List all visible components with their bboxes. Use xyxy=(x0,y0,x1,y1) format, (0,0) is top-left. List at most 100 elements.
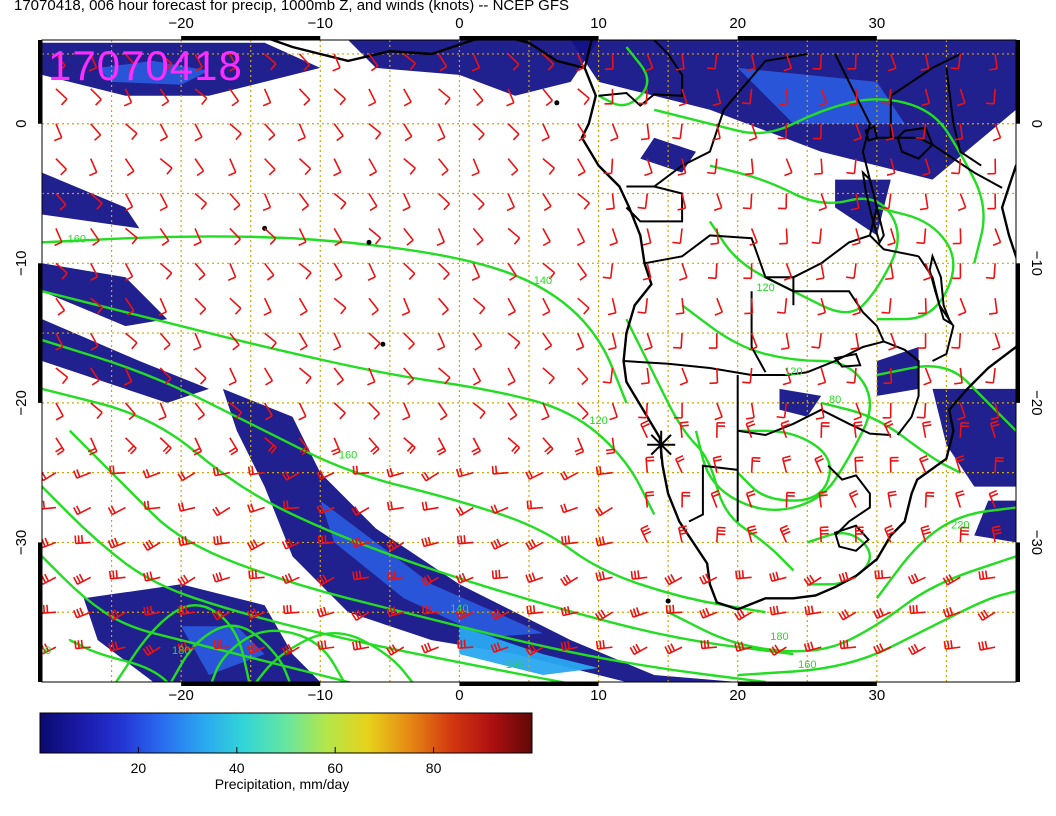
wind-barb xyxy=(595,640,613,650)
wind-barb xyxy=(576,53,585,72)
wind-barb xyxy=(713,193,723,212)
frame-bar xyxy=(38,542,42,682)
wind-barb xyxy=(109,465,126,475)
wind-barb xyxy=(143,605,161,616)
wind-barb xyxy=(958,297,967,316)
wind-barb xyxy=(143,500,161,510)
wind-barb xyxy=(246,608,265,620)
wind-barb xyxy=(838,609,857,621)
wind-barb xyxy=(262,193,272,212)
lon-tick-label-bottom: 0 xyxy=(455,687,463,704)
wind-barb xyxy=(888,332,897,351)
wind-barb xyxy=(159,88,170,107)
wind-barb xyxy=(229,332,240,351)
wind-barb xyxy=(264,53,277,71)
wind-barb xyxy=(850,332,860,350)
wind-barb xyxy=(637,298,649,314)
wind-barb xyxy=(743,263,753,280)
lat-tick-label-right: −10 xyxy=(1028,251,1045,276)
wind-barb xyxy=(87,437,98,456)
wind-barb xyxy=(923,263,932,281)
wind-barb xyxy=(247,503,265,514)
wind-barb xyxy=(679,367,689,386)
wind-barb xyxy=(745,489,756,508)
colorbar-tick-label: 40 xyxy=(229,760,245,776)
wind-barb xyxy=(55,262,68,280)
wind-barb xyxy=(712,88,722,107)
wind-barb xyxy=(853,421,863,438)
wind-barb xyxy=(437,158,449,176)
wind-barb xyxy=(560,574,579,587)
wind-barb xyxy=(957,402,966,421)
wind-barb xyxy=(213,535,230,546)
wind-barb xyxy=(368,193,378,212)
frame-bar xyxy=(1016,542,1020,682)
wind-barb xyxy=(525,572,544,584)
wind-barb xyxy=(507,332,521,350)
wind-barb xyxy=(873,607,892,619)
wind-barb xyxy=(749,228,758,247)
wind-barb xyxy=(638,402,649,419)
wind-barb xyxy=(194,158,205,177)
wind-barb xyxy=(675,53,685,71)
wind-barb xyxy=(55,332,64,351)
wind-barb xyxy=(942,606,961,618)
wind-barb xyxy=(437,402,448,421)
wind-barb xyxy=(507,123,520,141)
wind-barb xyxy=(606,193,615,211)
wind-barb xyxy=(642,228,652,246)
colorbar-label: Precipitation, mm/day xyxy=(215,776,350,792)
wind-barb xyxy=(700,639,717,650)
island xyxy=(380,341,386,347)
wind-barb xyxy=(748,123,758,142)
wind-barb xyxy=(742,367,753,384)
wind-barb xyxy=(883,420,894,439)
wind-barb xyxy=(333,158,342,177)
lon-tick-label-top: −10 xyxy=(308,15,333,32)
wind-barb xyxy=(90,297,104,315)
wind-barb xyxy=(316,504,335,515)
wind-barb xyxy=(838,571,857,583)
lake-outline xyxy=(864,125,879,142)
wind-barb xyxy=(779,88,789,106)
wind-barb xyxy=(506,88,515,107)
wind-barb xyxy=(124,123,138,141)
precip-cell xyxy=(779,388,822,417)
wind-barb xyxy=(679,421,689,438)
wind-barb xyxy=(159,53,173,71)
wind-barb xyxy=(193,228,202,247)
wind-barb xyxy=(741,88,753,105)
contour-line xyxy=(598,46,649,107)
wind-barb xyxy=(438,367,451,385)
wind-barb xyxy=(352,570,370,581)
wind-barb xyxy=(351,536,370,548)
country-border xyxy=(889,53,961,138)
wind-barb xyxy=(402,402,411,421)
wind-barb xyxy=(403,88,412,107)
contour-label: 140 xyxy=(534,275,552,287)
wind-barb xyxy=(55,297,66,316)
wind-barb xyxy=(123,88,133,107)
wind-barb xyxy=(744,298,754,315)
contour-label: 200 xyxy=(33,645,51,657)
wind-barb xyxy=(853,402,862,421)
wind-barb xyxy=(368,402,381,420)
wind-barb xyxy=(507,53,520,71)
wind-barb xyxy=(710,489,721,508)
frame-bar xyxy=(1016,40,1020,124)
wind-barb xyxy=(403,437,416,455)
lon-tick-label-bottom: 10 xyxy=(590,687,607,704)
wind-barb xyxy=(332,53,341,72)
wind-barb xyxy=(90,367,100,386)
wind-barb xyxy=(472,88,484,107)
wind-barb xyxy=(73,607,91,619)
wind-barb xyxy=(681,491,691,508)
wind-barb xyxy=(716,421,726,438)
wind-barb xyxy=(124,437,137,455)
contour-labels: 160 140 120 160 140 160 180 120 80 180 160 220 120 20… xyxy=(33,233,970,671)
wind-barb xyxy=(159,123,169,142)
wind-barb xyxy=(804,605,822,616)
wind-barb xyxy=(678,88,688,107)
wind-barb xyxy=(368,227,382,245)
country-border xyxy=(625,185,684,223)
